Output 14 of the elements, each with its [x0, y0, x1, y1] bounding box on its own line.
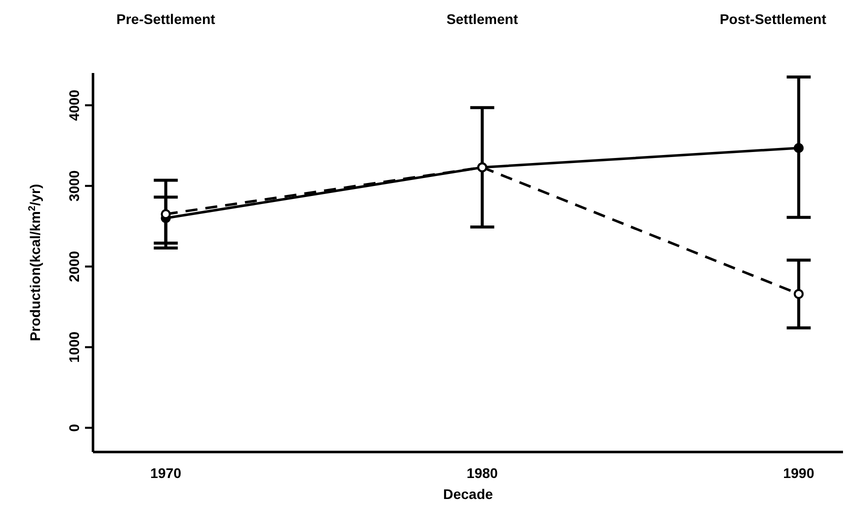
x-tick-label: 1990 — [783, 465, 814, 481]
y-tick-label: 4000 — [66, 89, 82, 121]
y-tick-label: 2000 — [66, 250, 82, 282]
x-axis-title: Decade — [443, 486, 494, 502]
x-tick-label: 1970 — [150, 465, 182, 481]
point — [794, 288, 804, 299]
y-tick-label: 1000 — [66, 331, 82, 363]
text: Settlement — [446, 11, 518, 27]
point — [794, 142, 804, 153]
y-tick-label: 0 — [66, 424, 82, 432]
text: Post-Settlement — [720, 11, 827, 27]
y-tick-label: 3000 — [66, 170, 82, 202]
x-tick-label: 1980 — [466, 465, 498, 481]
text: Pre-Settlement — [116, 11, 216, 27]
